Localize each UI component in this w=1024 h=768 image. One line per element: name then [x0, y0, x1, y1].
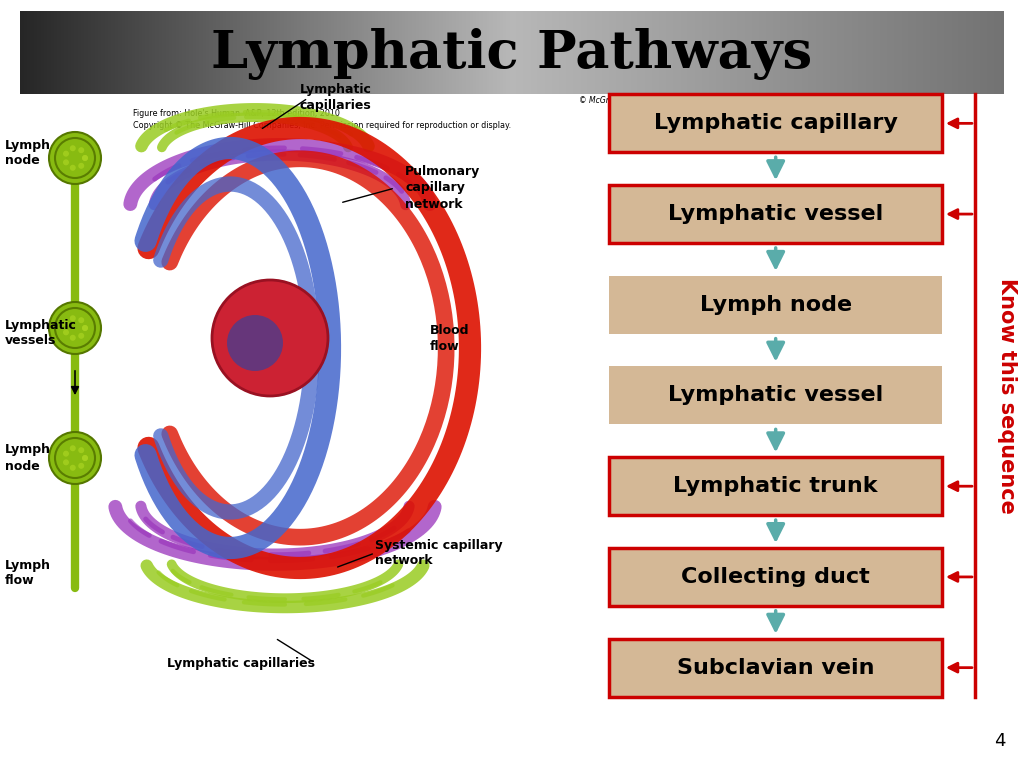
Bar [609, 185, 942, 243]
Bar [609, 457, 942, 515]
Text: Lymphatic vessel: Lymphatic vessel [668, 204, 884, 224]
Text: Lymphatic capillary: Lymphatic capillary [653, 114, 898, 134]
Circle shape [63, 151, 69, 157]
Bar [609, 94, 942, 152]
Bar [609, 548, 942, 606]
Circle shape [49, 432, 101, 484]
Text: Lymph
node: Lymph node [5, 138, 51, 167]
Circle shape [49, 302, 101, 354]
Text: Lymphatic Pathways: Lymphatic Pathways [211, 28, 813, 80]
Circle shape [82, 455, 88, 461]
Circle shape [78, 317, 84, 323]
Text: Lymphatic
capillaries: Lymphatic capillaries [300, 84, 372, 112]
Text: Subclavian vein: Subclavian vein [677, 657, 874, 677]
Circle shape [63, 451, 69, 457]
Circle shape [70, 315, 76, 321]
Bar [609, 366, 942, 425]
Bar [609, 94, 942, 152]
Text: Lymph
node: Lymph node [5, 443, 51, 472]
Text: Lymph
flow: Lymph flow [5, 558, 51, 588]
Circle shape [70, 445, 76, 452]
Text: Blood
flow: Blood flow [430, 323, 469, 353]
Circle shape [78, 333, 84, 339]
Circle shape [55, 438, 95, 478]
Text: Lymph node: Lymph node [699, 295, 852, 315]
Text: Collecting duct: Collecting duct [681, 567, 870, 587]
Circle shape [212, 280, 328, 396]
Circle shape [78, 147, 84, 153]
Circle shape [82, 325, 88, 331]
Bar [609, 639, 942, 697]
Circle shape [70, 165, 76, 170]
Circle shape [78, 163, 84, 169]
Circle shape [49, 132, 101, 184]
Text: Pulmonary
capillary
network: Pulmonary capillary network [406, 165, 480, 210]
Circle shape [78, 463, 84, 468]
Text: Lymphatic trunk: Lymphatic trunk [674, 476, 878, 496]
Circle shape [55, 308, 95, 348]
Circle shape [82, 155, 88, 161]
Circle shape [82, 455, 88, 461]
Circle shape [63, 459, 69, 465]
Circle shape [70, 145, 76, 151]
Circle shape [63, 329, 69, 336]
Text: Systemic capillary
network: Systemic capillary network [375, 538, 503, 568]
Text: Figure from: Hole's Human  A&P, 12th edition, 2010
Copyright © The McGraw-Hill C: Figure from: Hole's Human A&P, 12th edit… [133, 109, 511, 130]
Circle shape [63, 321, 69, 326]
Bar [609, 457, 942, 515]
Text: 4: 4 [994, 732, 1006, 750]
Bar [10, 118, 540, 738]
Circle shape [70, 335, 76, 341]
Circle shape [227, 315, 283, 371]
Circle shape [82, 325, 88, 331]
Circle shape [70, 465, 76, 471]
Text: Lymphatic
vessels: Lymphatic vessels [5, 319, 77, 347]
Bar [609, 639, 942, 697]
Bar [609, 276, 942, 334]
Text: Know this sequence: Know this sequence [996, 277, 1017, 514]
Circle shape [78, 447, 84, 453]
Text: Lymphatic vessel: Lymphatic vessel [668, 386, 884, 406]
Circle shape [82, 155, 88, 161]
Bar [609, 548, 942, 606]
Text: Lymphatic capillaries: Lymphatic capillaries [167, 657, 315, 670]
Text: © McGraw-Hill Companies, Inc. Permission required for reproduction: © McGraw-Hill Companies, Inc. Permission… [579, 96, 841, 105]
Bar [609, 185, 942, 243]
Circle shape [63, 159, 69, 165]
Circle shape [55, 138, 95, 178]
